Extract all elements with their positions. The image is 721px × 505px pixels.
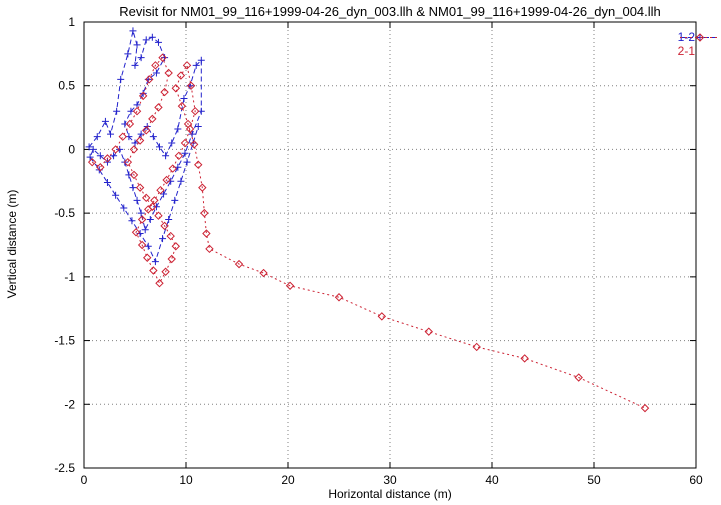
svg-text:20: 20: [281, 473, 295, 487]
legend-item: 2-1: [677, 33, 720, 58]
legend-label-series2: 2-1: [677, 44, 695, 58]
svg-text:-0.5: -0.5: [54, 206, 75, 220]
svg-text:-1: -1: [64, 270, 75, 284]
svg-text:10: 10: [179, 473, 193, 487]
svg-text:1: 1: [68, 15, 75, 29]
y-axis-label: Vertical distance (m): [5, 189, 19, 299]
svg-text:-2.5: -2.5: [54, 461, 75, 475]
svg-text:60: 60: [689, 473, 703, 487]
x-axis-label: Horizontal distance (m): [328, 487, 452, 501]
svg-text:0: 0: [81, 473, 88, 487]
chart-title: Revisit for NM01_99_116+1999-04-26_dyn_0…: [119, 4, 661, 19]
svg-text:-2: -2: [64, 397, 75, 411]
legend: 1-2 2-1: [677, 31, 720, 58]
svg-text:40: 40: [485, 473, 499, 487]
svg-text:50: 50: [587, 473, 601, 487]
svg-text:30: 30: [383, 473, 397, 487]
svg-text:0.5: 0.5: [58, 79, 75, 93]
svg-text:-1.5: -1.5: [54, 334, 75, 348]
svg-text:0: 0: [68, 142, 75, 156]
legend-sample-1: [679, 33, 720, 42]
